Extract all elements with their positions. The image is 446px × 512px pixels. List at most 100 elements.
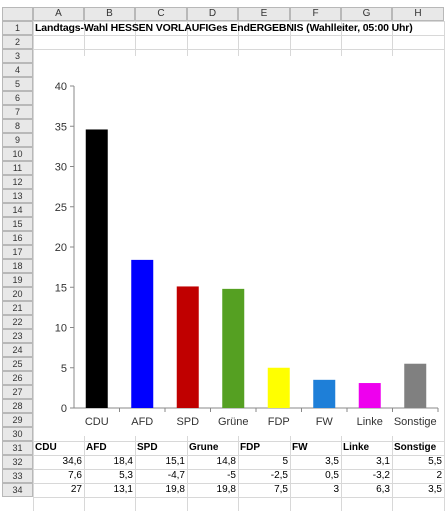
y-tick-label: 10: [55, 323, 67, 335]
table-cell[interactable]: -5: [227, 470, 236, 481]
table-cell[interactable]: -3,2: [372, 470, 390, 481]
row-header-25[interactable]: 25: [2, 357, 33, 371]
bar-afd: [131, 259, 154, 408]
column-header-e[interactable]: E: [238, 7, 290, 21]
x-category-label: SPD: [176, 416, 199, 428]
row-header-4[interactable]: 4: [2, 63, 33, 77]
y-tick-label: 30: [55, 162, 67, 174]
column-header-g[interactable]: G: [341, 7, 392, 21]
row-header-18[interactable]: 18: [2, 259, 33, 273]
x-category-label: CDU: [85, 416, 109, 428]
row-header-17[interactable]: 17: [2, 245, 33, 259]
row-header-2[interactable]: 2: [2, 35, 33, 49]
table-cell[interactable]: 5: [282, 456, 288, 467]
table-header-cell[interactable]: FDP: [240, 442, 260, 453]
row-header-27[interactable]: 27: [2, 385, 33, 399]
gridline-column: [33, 21, 34, 511]
bar-fdp: [267, 367, 290, 408]
row-header-10[interactable]: 10: [2, 147, 33, 161]
row-header-3[interactable]: 3: [2, 49, 33, 63]
table-header-cell[interactable]: AFD: [86, 442, 107, 453]
table-header-cell[interactable]: Linke: [343, 442, 370, 453]
table-cell[interactable]: 19,8: [216, 484, 236, 495]
column-header-b[interactable]: B: [84, 7, 135, 21]
row-header-1[interactable]: 1: [2, 21, 33, 35]
row-header-34[interactable]: 34: [2, 483, 33, 497]
x-category-label: Grüne: [218, 416, 249, 428]
table-header-cell[interactable]: Grune: [189, 442, 219, 453]
x-category-label: Linke: [357, 416, 383, 428]
row-header-8[interactable]: 8: [2, 119, 33, 133]
row-header-22[interactable]: 22: [2, 315, 33, 329]
table-cell[interactable]: -2,5: [270, 470, 288, 481]
table-cell[interactable]: 6,3: [376, 484, 390, 495]
row-header-9[interactable]: 9: [2, 133, 33, 147]
row-header-31[interactable]: 31: [2, 441, 33, 455]
y-tick-label: 35: [55, 121, 67, 133]
column-header-d[interactable]: D: [187, 7, 238, 21]
row-header-30[interactable]: 30: [2, 427, 33, 441]
row-header-19[interactable]: 19: [2, 273, 33, 287]
row-header-26[interactable]: 26: [2, 371, 33, 385]
y-tick-label: 5: [61, 363, 67, 375]
column-header-h[interactable]: H: [392, 7, 444, 21]
table-cell[interactable]: 2: [436, 470, 442, 481]
y-tick-label: 0: [61, 403, 67, 415]
bar-linke: [358, 383, 381, 408]
row-header-21[interactable]: 21: [2, 301, 33, 315]
table-cell[interactable]: 5,5: [428, 456, 442, 467]
row-header-5[interactable]: 5: [2, 77, 33, 91]
table-header-cell[interactable]: CDU: [35, 442, 57, 453]
bar-chart: 0 5 10 15 20 25 30 35 40 CDU AFD SPD Grüne FDP FW Linke…: [34, 56, 444, 436]
table-cell[interactable]: 14,8: [216, 456, 236, 467]
row-header-14[interactable]: 14: [2, 203, 33, 217]
table-cell[interactable]: 5,3: [119, 470, 133, 481]
table-cell[interactable]: 13,1: [113, 484, 133, 495]
row-header-29[interactable]: 29: [2, 413, 33, 427]
bar-cdu: [85, 129, 108, 408]
y-tick-label: 25: [55, 202, 67, 214]
table-cell[interactable]: 27: [70, 484, 82, 495]
table-cell[interactable]: 3,5: [428, 484, 442, 495]
row-header-11[interactable]: 11: [2, 161, 33, 175]
row-header-28[interactable]: 28: [2, 399, 33, 413]
table-cell[interactable]: 15,1: [165, 456, 185, 467]
column-header-a[interactable]: A: [33, 7, 84, 21]
y-tick-label: 15: [55, 282, 67, 294]
x-category-label: AFD: [131, 416, 153, 428]
table-cell[interactable]: 7,5: [274, 484, 288, 495]
row-header-16[interactable]: 16: [2, 231, 33, 245]
row-header-33[interactable]: 33: [2, 469, 33, 483]
x-category-label: FW: [316, 416, 334, 428]
row-header-7[interactable]: 7: [2, 105, 33, 119]
table-cell[interactable]: -4,7: [167, 470, 185, 481]
table-cell[interactable]: 18,4: [113, 456, 133, 467]
sheet-title-cell[interactable]: Landtags-Wahl HESSEN VORLAUFIGes EndERGE…: [35, 22, 413, 34]
table-cell[interactable]: 7,6: [68, 470, 82, 481]
row-header-13[interactable]: 13: [2, 189, 33, 203]
table-cell[interactable]: 3,1: [376, 456, 390, 467]
row-header-32[interactable]: 32: [2, 455, 33, 469]
table-header-cell[interactable]: Sonstige: [394, 442, 437, 453]
table-cell[interactable]: 0,5: [325, 470, 339, 481]
y-tick-label: 20: [55, 242, 67, 254]
column-header-f[interactable]: F: [290, 7, 341, 21]
table-cell[interactable]: 34,6: [62, 456, 82, 467]
row-header-20[interactable]: 20: [2, 287, 33, 301]
table-cell[interactable]: 3,5: [325, 456, 339, 467]
select-all-corner[interactable]: [2, 7, 33, 21]
table-header-cell[interactable]: SPD: [137, 442, 158, 453]
row-header-6[interactable]: 6: [2, 91, 33, 105]
row-header-23[interactable]: 23: [2, 329, 33, 343]
row-header-24[interactable]: 24: [2, 343, 33, 357]
table-cell[interactable]: 3: [333, 484, 339, 495]
row-header-12[interactable]: 12: [2, 175, 33, 189]
x-category-label: FDP: [268, 416, 290, 428]
column-header-c[interactable]: C: [135, 7, 187, 21]
row-header-15[interactable]: 15: [2, 217, 33, 231]
table-header-cell[interactable]: FW: [292, 442, 308, 453]
bar-grüne: [222, 288, 245, 408]
table-cell[interactable]: 19,8: [165, 484, 185, 495]
gridline-column: [444, 21, 445, 511]
